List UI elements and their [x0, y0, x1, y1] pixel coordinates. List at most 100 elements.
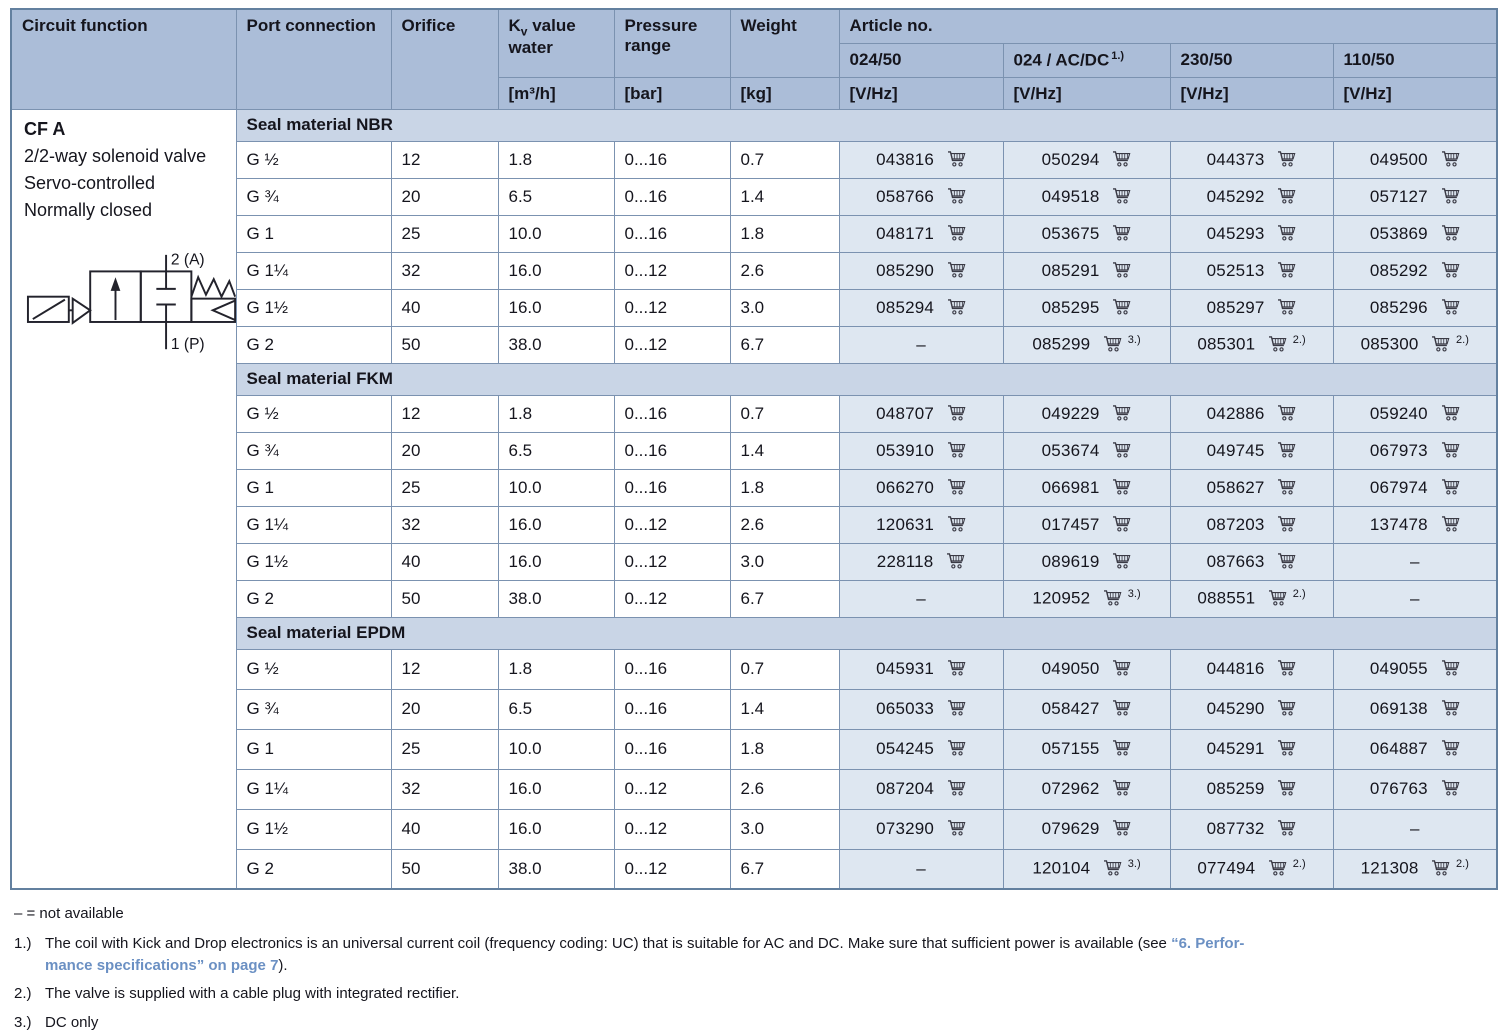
cart-icon[interactable] — [1441, 739, 1460, 756]
cart-icon[interactable] — [1112, 441, 1131, 458]
footnote-ref: 2.) — [1292, 588, 1306, 601]
cart-icon[interactable] — [1112, 739, 1131, 756]
article-number: 053869 — [1369, 223, 1428, 243]
article-number: 085290 — [876, 260, 935, 280]
article-number: 085297 — [1206, 297, 1265, 317]
performance-specs-link[interactable]: “6. Perfor- — [1171, 934, 1245, 952]
cart-icon[interactable] — [1112, 187, 1131, 204]
table-row: G 2 50 38.0 0...12 6.7–120104 3.) 077494 2.) 1… — [11, 848, 1498, 890]
cart-icon[interactable] — [1441, 659, 1460, 676]
cart-icon[interactable] — [1441, 699, 1460, 716]
cart-icon[interactable] — [1112, 404, 1131, 421]
cart-icon[interactable] — [1112, 478, 1131, 495]
cart-icon[interactable] — [1431, 335, 1450, 352]
cart-icon[interactable] — [1112, 515, 1131, 532]
cart-icon[interactable] — [1277, 478, 1296, 495]
cart-icon[interactable] — [947, 659, 966, 676]
cart-icon[interactable] — [1277, 261, 1296, 278]
article-cell: 085301 2.) — [1169, 325, 1334, 364]
port-cell: G 1¼ — [235, 768, 392, 810]
cart-icon[interactable] — [1112, 659, 1131, 676]
kv-cell: 16.0 — [497, 808, 615, 850]
cart-icon[interactable] — [1441, 261, 1460, 278]
cart-icon[interactable] — [947, 187, 966, 204]
article-number: 045292 — [1206, 186, 1265, 206]
cart-icon[interactable] — [947, 298, 966, 315]
article-number: 049745 — [1206, 440, 1265, 460]
article-cell: 053869 — [1332, 214, 1498, 253]
cart-icon[interactable] — [1441, 187, 1460, 204]
cart-icon[interactable] — [947, 404, 966, 421]
not-available-dash: – — [916, 858, 926, 878]
cart-icon[interactable] — [1277, 739, 1296, 756]
cart-icon[interactable] — [1441, 779, 1460, 796]
article-cell: 049745 — [1169, 431, 1334, 470]
kv-cell: 6.5 — [497, 431, 615, 470]
cart-icon[interactable] — [947, 150, 966, 167]
cart-icon[interactable] — [1441, 404, 1460, 421]
article-cell: 053674 — [1002, 431, 1171, 470]
cart-icon[interactable] — [947, 819, 966, 836]
article-number: 085292 — [1369, 260, 1428, 280]
cart-icon[interactable] — [1112, 552, 1131, 569]
port-label-bottom: 1 (P) — [171, 336, 205, 353]
performance-specs-link[interactable]: mance specifications” on page 7 — [45, 956, 279, 974]
cart-icon[interactable] — [1112, 298, 1131, 315]
cart-icon[interactable] — [1441, 515, 1460, 532]
article-cell: 058766 — [838, 177, 1004, 216]
unit-voltage: [V/Hz] — [1332, 76, 1498, 110]
cart-icon[interactable] — [947, 441, 966, 458]
kv-cell: 1.8 — [497, 140, 615, 179]
footnote-ref: 3.) — [1127, 858, 1141, 871]
cart-icon[interactable] — [1112, 150, 1131, 167]
cart-icon[interactable] — [947, 779, 966, 796]
cart-icon[interactable] — [1277, 441, 1296, 458]
cart-icon[interactable] — [1277, 404, 1296, 421]
cart-icon[interactable] — [947, 739, 966, 756]
cart-icon[interactable] — [1112, 261, 1131, 278]
footnote-ref: 2.) — [1456, 334, 1469, 347]
col-header-article-no: Article no. — [838, 8, 1498, 44]
cart-icon[interactable] — [947, 261, 966, 278]
cart-icon[interactable] — [1277, 659, 1296, 676]
article-cell: 049500 — [1332, 140, 1498, 179]
cart-icon[interactable] — [1277, 187, 1296, 204]
cart-icon[interactable] — [1103, 335, 1122, 352]
cart-icon[interactable] — [947, 699, 966, 716]
cart-icon[interactable] — [1103, 589, 1122, 606]
cart-icon[interactable] — [1103, 859, 1122, 876]
cart-icon[interactable] — [1112, 699, 1131, 716]
cart-icon[interactable] — [1268, 859, 1287, 876]
article-number: 088551 — [1197, 588, 1256, 608]
cart-icon[interactable] — [1277, 699, 1296, 716]
cart-icon[interactable] — [1441, 224, 1460, 241]
cart-icon[interactable] — [1441, 298, 1460, 315]
cart-icon[interactable] — [1277, 552, 1296, 569]
article-number: 069138 — [1369, 699, 1428, 718]
cart-icon[interactable] — [947, 224, 966, 241]
cart-icon[interactable] — [1441, 478, 1460, 495]
cart-icon[interactable] — [1277, 779, 1296, 796]
cart-icon[interactable] — [1268, 589, 1287, 606]
footnote-3: 3.) DC only — [14, 1012, 1497, 1034]
cart-icon[interactable] — [947, 515, 966, 532]
port-cell: G ¾ — [235, 688, 392, 730]
cart-icon[interactable] — [946, 552, 965, 569]
cart-icon[interactable] — [1112, 779, 1131, 796]
col-header-port-connection: Port connection — [235, 8, 392, 110]
cart-icon[interactable] — [1431, 859, 1450, 876]
article-number: 053675 — [1041, 223, 1100, 243]
cart-icon[interactable] — [1112, 819, 1131, 836]
cart-icon[interactable] — [1277, 819, 1296, 836]
port-cell: G 1 — [235, 468, 392, 507]
cart-icon[interactable] — [1277, 224, 1296, 241]
cart-icon[interactable] — [947, 478, 966, 495]
cart-icon[interactable] — [1268, 335, 1287, 352]
cart-icon[interactable] — [1277, 150, 1296, 167]
cart-icon[interactable] — [1277, 298, 1296, 315]
article-cell: 087204 — [838, 768, 1004, 810]
cart-icon[interactable] — [1277, 515, 1296, 532]
cart-icon[interactable] — [1112, 224, 1131, 241]
cart-icon[interactable] — [1441, 441, 1460, 458]
cart-icon[interactable] — [1441, 150, 1460, 167]
